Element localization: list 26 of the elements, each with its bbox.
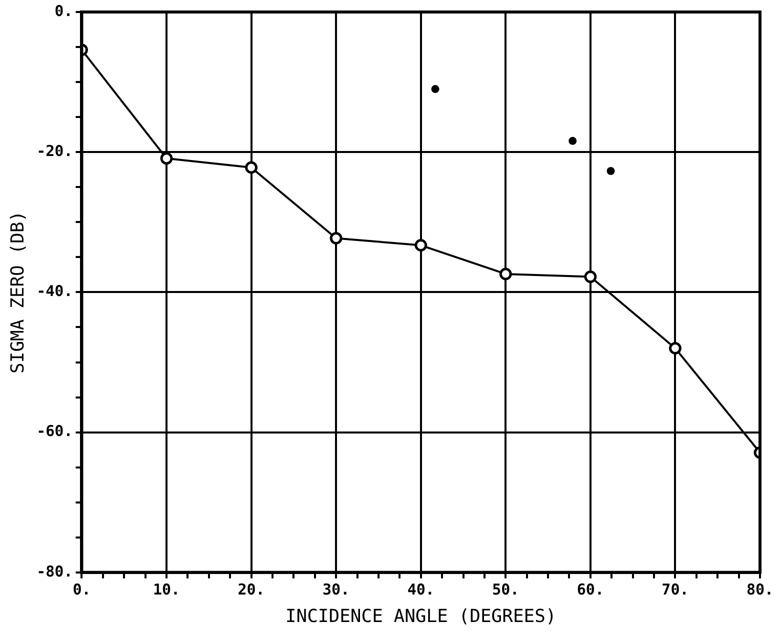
y-axis-title: SIGMA ZERO (DB) xyxy=(7,210,28,374)
x-tick-label: 30. xyxy=(322,580,350,598)
x-tick-label: 40. xyxy=(407,580,434,598)
y-tick-label: -60. xyxy=(36,422,73,440)
y-tick-label: 0. xyxy=(54,2,73,20)
y-tick-label: -20. xyxy=(36,142,73,160)
x-tick-label: 0. xyxy=(72,580,91,598)
x-tick-label: 70. xyxy=(662,580,689,598)
point xyxy=(431,85,440,94)
x-tick-label: 60. xyxy=(576,580,604,598)
x-tick-label: 50. xyxy=(492,580,520,598)
x-tick-label: 20. xyxy=(238,580,265,598)
y-tick-label: -40. xyxy=(36,282,73,300)
point xyxy=(414,239,428,252)
point xyxy=(606,167,615,176)
x-tick-label: 10. xyxy=(152,580,180,598)
point xyxy=(499,268,512,280)
point xyxy=(584,270,597,284)
point xyxy=(330,232,342,245)
point xyxy=(668,342,682,354)
point xyxy=(245,161,258,174)
point xyxy=(568,136,577,145)
x-tick-label: 80. xyxy=(746,580,774,598)
x-axis-title: INCIDENCE ANGLE (DEGREES) xyxy=(285,606,556,627)
y-tick-label: -80. xyxy=(36,562,73,580)
point xyxy=(160,152,173,165)
